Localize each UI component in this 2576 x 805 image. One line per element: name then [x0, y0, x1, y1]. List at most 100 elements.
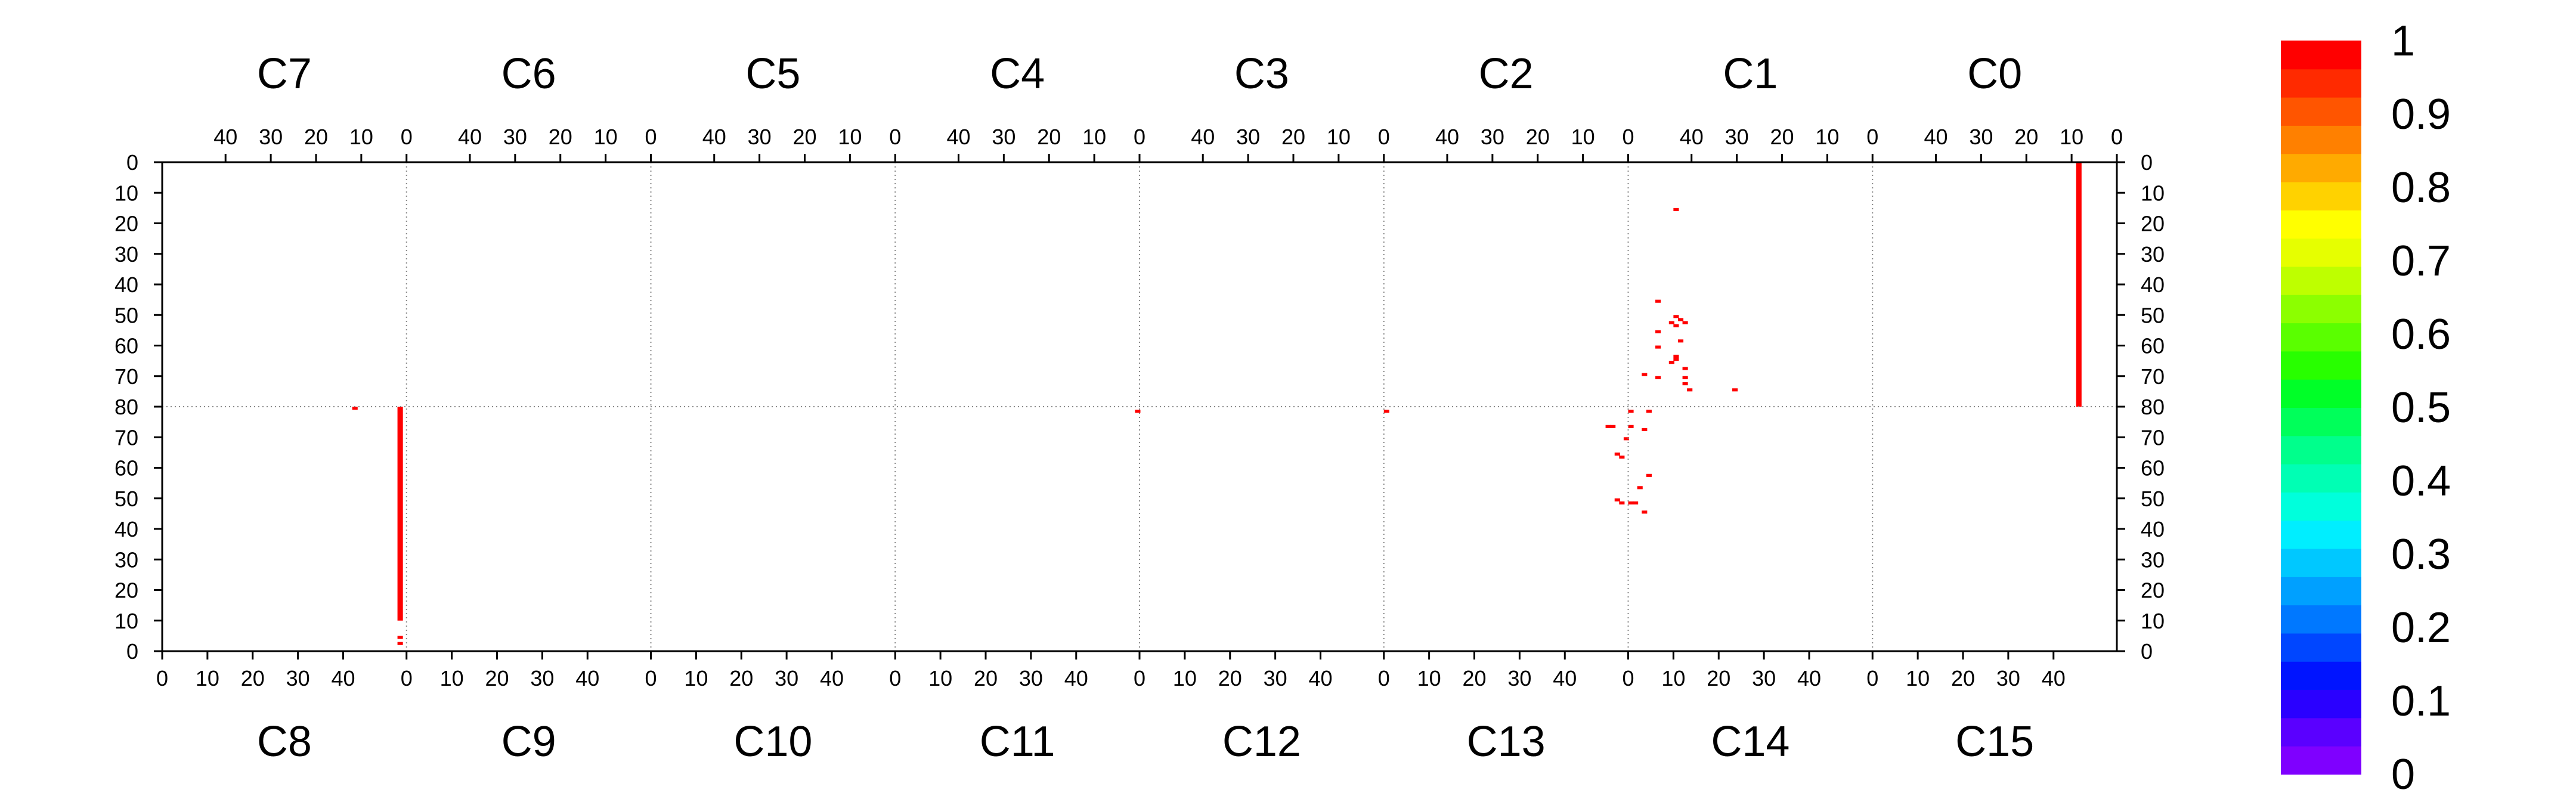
y-tick-label-left: 60 — [114, 456, 138, 481]
x-tick-label-bottom: 0 — [1866, 666, 1878, 691]
y-tick-label-right: 20 — [2141, 212, 2165, 236]
heatmap-cell — [1655, 299, 1661, 303]
x-tick-label-top: 0 — [1134, 125, 1145, 149]
y-tick-label-right: 0 — [2141, 639, 2153, 664]
x-tick-label-bottom: 10 — [1906, 666, 1930, 691]
x-tick-label-top: 20 — [792, 125, 816, 149]
colorbar-segment — [2281, 661, 2361, 691]
heatmap-cell — [1646, 410, 1652, 413]
x-tick-label-bottom: 10 — [440, 666, 464, 691]
y-tick-label-right: 30 — [2141, 547, 2165, 572]
x-tick-label-bottom: 10 — [1417, 666, 1441, 691]
x-tick-label-top: 30 — [748, 125, 772, 149]
colorbar-tick-label: 0.9 — [2391, 91, 2451, 138]
x-tick-label-bottom: 30 — [286, 666, 310, 691]
heatmap-cell — [1668, 321, 1674, 324]
heatmap-cell — [1605, 425, 1611, 428]
channel-label-top: C1 — [1723, 50, 1778, 98]
x-tick-label-bottom: 40 — [1797, 666, 1821, 691]
x-tick-label-bottom: 30 — [530, 666, 554, 691]
colorbar-segment — [2281, 407, 2361, 436]
x-tick-label-bottom: 30 — [1752, 666, 1776, 691]
x-tick-label-top: 10 — [1571, 125, 1595, 149]
heatmap-cell — [1619, 501, 1625, 504]
y-tick-label-right: 70 — [2141, 425, 2165, 450]
channel-label-top: C0 — [1967, 50, 2022, 98]
x-tick-label-bottom: 40 — [1064, 666, 1088, 691]
x-tick-label-top: 0 — [1866, 125, 1878, 149]
x-tick-label-top: 10 — [1327, 125, 1351, 149]
x-tick-label-bottom: 20 — [729, 666, 753, 691]
colorbar-tick-label: 0.7 — [2391, 237, 2451, 285]
heatmap-cell — [1673, 354, 1679, 358]
y-tick-label-right: 60 — [2141, 456, 2165, 481]
y-tick-label-left: 0 — [126, 639, 138, 664]
axes-layer: 40 30 20 10 0 0 10 20 30 40 40 30 20 10 0 0 10 20 30 40 40 30… — [114, 125, 2165, 691]
y-tick-label-right: 50 — [2141, 487, 2165, 511]
heatmap-cell — [1610, 425, 1616, 428]
heatmap-cell — [1633, 501, 1639, 504]
colorbar-segment — [2281, 125, 2361, 154]
heatmap-cell — [1677, 318, 1684, 321]
colorbar-segment — [2281, 69, 2361, 98]
y-tick-label-right: 40 — [2141, 273, 2165, 297]
channel-label-bottom: C10 — [733, 718, 812, 766]
labels-layer: C7 C6 C5 C4 C3 C2 C1 C0 C8 C9 C10 C11 C12 C13 C14 C15 — [257, 50, 2034, 766]
y-tick-label-right: 40 — [2141, 517, 2165, 541]
colorbar-segment — [2281, 717, 2361, 747]
y-tick-label-left: 20 — [114, 212, 138, 236]
heatmap-cell — [1655, 330, 1661, 333]
x-tick-label-bottom: 20 — [241, 666, 265, 691]
x-tick-label-top: 30 — [1969, 125, 1993, 149]
colorbar-segment — [2281, 520, 2361, 549]
x-tick-label-top: 0 — [401, 125, 413, 149]
colorbar-segment — [2281, 463, 2361, 493]
y-tick-label-right: 50 — [2141, 303, 2165, 327]
x-tick-label-bottom: 40 — [820, 666, 844, 691]
colorbar-segment — [2281, 435, 2361, 465]
heatmap-cell — [397, 642, 403, 645]
x-tick-label-bottom: 10 — [1661, 666, 1685, 691]
x-tick-label-top: 40 — [702, 125, 726, 149]
x-tick-label-top: 20 — [1526, 125, 1550, 149]
x-tick-label-bottom: 20 — [1707, 666, 1730, 691]
colorbar-tick-label: 0.6 — [2391, 311, 2451, 358]
x-tick-label-bottom: 30 — [1507, 666, 1531, 691]
channel-label-top: C2 — [1479, 50, 1534, 98]
x-tick-label-top: 30 — [1481, 125, 1504, 149]
heatmap-cell — [1646, 473, 1652, 477]
colorbar-segment — [2281, 605, 2361, 634]
x-tick-label-top: 40 — [1191, 125, 1215, 149]
colorbar-segment — [2281, 633, 2361, 662]
y-tick-label-left: 40 — [114, 273, 138, 297]
x-tick-label-bottom: 30 — [1996, 666, 2020, 691]
heatmap-cell — [1673, 358, 1679, 361]
heatmap-cell — [1614, 498, 1620, 501]
channel-label-top: C6 — [501, 50, 556, 98]
heatmap-cell — [352, 407, 358, 410]
x-tick-label-top: 40 — [1924, 125, 1948, 149]
x-tick-label-bottom: 0 — [1134, 666, 1145, 691]
x-tick-label-bottom: 10 — [196, 666, 219, 691]
channel-label-bottom: C13 — [1467, 718, 1546, 766]
heatmap-cell — [1614, 452, 1620, 456]
x-tick-label-bottom: 40 — [575, 666, 599, 691]
x-tick-label-bottom: 0 — [645, 666, 657, 691]
channel-label-top: C7 — [257, 50, 312, 98]
x-tick-label-top: 40 — [946, 125, 970, 149]
x-tick-label-top: 10 — [838, 125, 862, 149]
channel-label-bottom: C12 — [1222, 718, 1301, 766]
x-tick-label-bottom: 40 — [2042, 666, 2066, 691]
x-tick-label-top: 40 — [458, 125, 482, 149]
channel-label-bottom: C8 — [257, 718, 312, 766]
colorbar-segment — [2281, 379, 2361, 408]
x-tick-label-top: 30 — [259, 125, 283, 149]
colorbar-tick-label: 0.1 — [2391, 677, 2451, 725]
heatmap-cell — [1682, 367, 1688, 370]
x-tick-label-bottom: 10 — [1173, 666, 1197, 691]
x-tick-label-top: 10 — [2060, 125, 2083, 149]
x-tick-label-bottom: 20 — [974, 666, 998, 691]
y-tick-label-left: 50 — [114, 487, 138, 511]
heatmap-cell — [1135, 410, 1141, 413]
y-tick-label-right: 10 — [2141, 181, 2165, 205]
